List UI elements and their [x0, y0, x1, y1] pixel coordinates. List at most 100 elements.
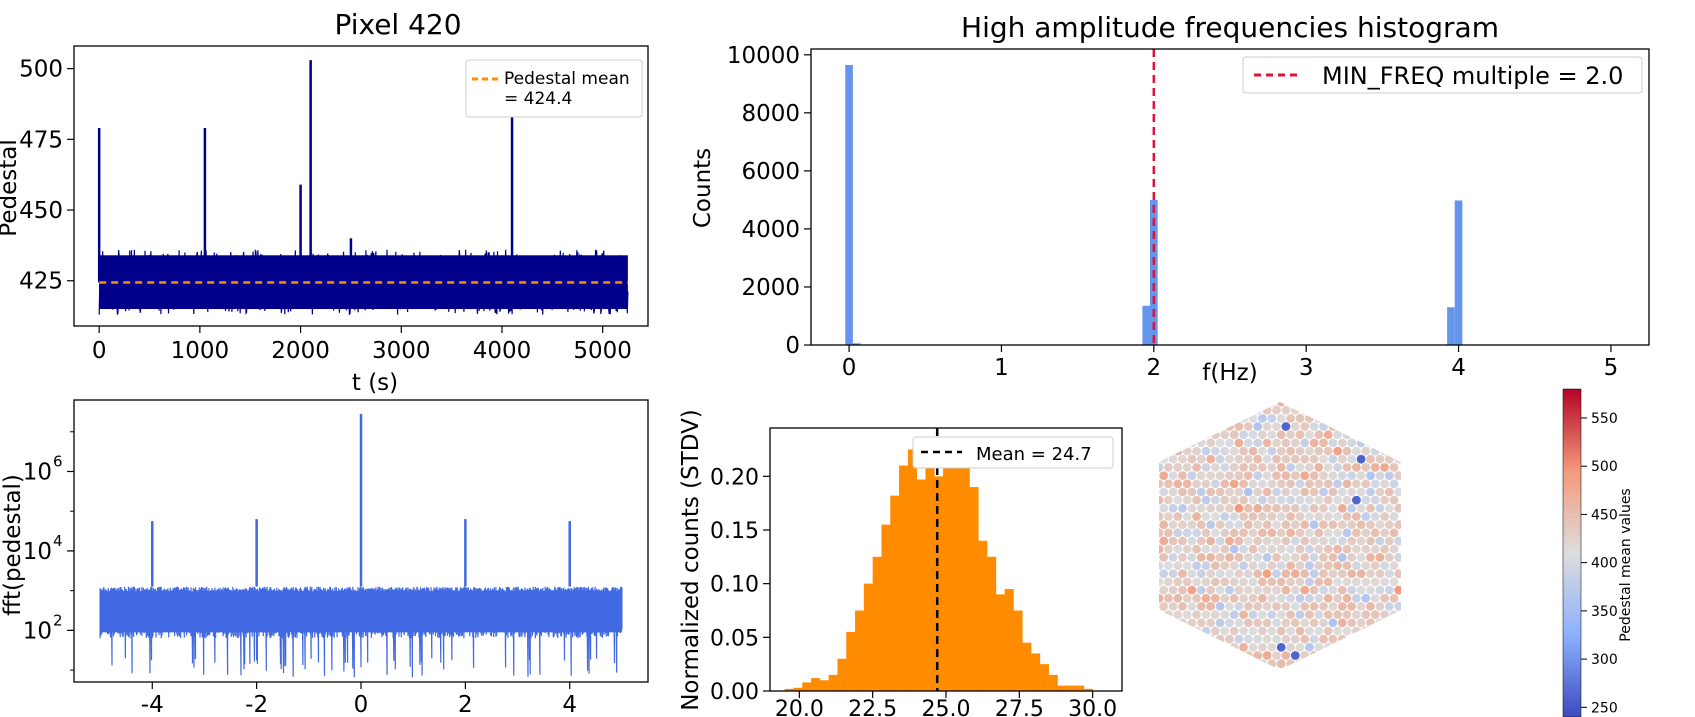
histogram-bar: [811, 678, 821, 691]
camera-pixel: [1178, 585, 1187, 595]
camera-pixel: [1286, 430, 1295, 440]
camera-pixel: [1366, 503, 1375, 513]
camera-pixel: [1272, 553, 1281, 562]
camera-pixel: [1309, 602, 1319, 611]
camera-pixel: [1262, 618, 1272, 628]
axis-ticks: 0 1000 2000 3000 4000 5000 425 450 475 500: [19, 57, 632, 364]
camera-pixel: [1178, 520, 1187, 530]
camera-pixel: [1211, 544, 1220, 554]
camera-pixel: [1215, 454, 1225, 464]
camera-pixel: [1253, 454, 1263, 464]
camera-pixel: [1159, 422, 1169, 431]
camera-pixel: [1366, 471, 1375, 480]
camera-pixel: [1258, 561, 1267, 570]
camera-pixel: [1206, 553, 1216, 562]
camera-pixel: [1384, 569, 1394, 579]
camera-pixel: [1380, 610, 1389, 619]
camera-pixel: [1361, 561, 1371, 570]
camera-pixel: [1272, 634, 1281, 644]
camera-pixel: [1187, 405, 1197, 415]
x-tick-label: 2: [1146, 355, 1161, 381]
camera-pixel: [1295, 463, 1305, 472]
camera-pixel: [1164, 528, 1173, 538]
camera-pixel: [1225, 454, 1234, 464]
camera-pixel: [1225, 503, 1234, 513]
camera-pixel: [1225, 487, 1234, 497]
camera-pixel: [1229, 528, 1239, 538]
camera-pixel: [1272, 471, 1281, 480]
camera-pixel: [1220, 414, 1230, 423]
camera-pixel: [1225, 634, 1234, 644]
camera-pixel: [1290, 634, 1300, 644]
camera-pixel: [1342, 642, 1352, 652]
y-tick-label: 8000: [741, 101, 800, 127]
camera-pixel: [1295, 414, 1305, 423]
camera-pixel: [1262, 438, 1272, 448]
camera-pixel: [1192, 544, 1201, 554]
camera-pixel: [1211, 626, 1220, 636]
camera-pixel: [1178, 454, 1187, 464]
camera-pixel: [1356, 405, 1366, 415]
camera-pixel: [1206, 438, 1216, 448]
camera-pixel: [1314, 577, 1324, 587]
camera-pixel: [1159, 651, 1169, 660]
camera-pixel: [1272, 503, 1281, 513]
camera-pixel: [1394, 634, 1401, 644]
camera-pixel: [1352, 593, 1361, 603]
histogram-bar: [1447, 307, 1455, 345]
camera-pixel: [1262, 520, 1272, 530]
camera-pixel: [1295, 626, 1305, 636]
camera-pixel: [1201, 544, 1211, 554]
camera-pixel: [1192, 446, 1201, 456]
axis-ticks: 0 1 2 3 4 5 0 2000 4000 6000 8000 10000: [727, 43, 1618, 381]
camera-pixel: [1347, 651, 1357, 660]
camera-pixel: [1187, 602, 1197, 611]
camera-pixel: [1356, 651, 1366, 660]
legend: Mean = 24.7: [912, 436, 1114, 469]
camera-pixel: [1267, 659, 1277, 669]
camera-pixel: [1215, 569, 1225, 579]
camera-pixel: [1168, 585, 1178, 595]
y-tick-label: 10: [23, 459, 52, 485]
camera-pixel: [1253, 618, 1263, 628]
camera-pixel: [1262, 536, 1272, 546]
camera-pixel: [1389, 544, 1399, 554]
camera-pixel: [1314, 642, 1324, 652]
camera-pixel: [1319, 634, 1328, 644]
camera-pixel: [1328, 487, 1338, 497]
camera-pixel: [1201, 642, 1211, 652]
camera-pixel: [1225, 438, 1234, 448]
camera-pixel: [1164, 659, 1173, 669]
camera-pixel: [1220, 528, 1230, 538]
camera-pixel: [1361, 414, 1371, 423]
camera-pixel: [1281, 422, 1291, 431]
histogram-bar: [899, 465, 909, 691]
camera-pixel: [1201, 610, 1211, 619]
camera-pixel: [1201, 577, 1211, 587]
camera-pixel: [1389, 593, 1399, 603]
camera-pixel: [1337, 569, 1347, 579]
camera-pixel: [1375, 553, 1385, 562]
camera-pixel: [1159, 626, 1164, 636]
camera-pixel: [1258, 495, 1267, 505]
camera-pixel: [1215, 585, 1225, 595]
camera-pixel: [1192, 463, 1201, 472]
camera-pixel: [1258, 463, 1267, 472]
camera-pixel: [1173, 561, 1183, 570]
camera-pixel: [1380, 659, 1389, 669]
camera-pixel: [1314, 659, 1324, 669]
camera-pixel: [1380, 561, 1389, 570]
camera-pixel: [1314, 479, 1324, 489]
camera-pixel: [1366, 405, 1375, 415]
camera-pixel: [1229, 430, 1239, 440]
camera-pixel: [1248, 479, 1258, 489]
camera-pixel: [1347, 569, 1357, 579]
camera-pixel: [1215, 438, 1225, 448]
camera-pixel: [1267, 512, 1277, 521]
camera-pixel: [1159, 553, 1169, 562]
camera-pixel: [1159, 561, 1164, 570]
camera-pixel: [1337, 503, 1347, 513]
camera-pixel: [1375, 569, 1385, 579]
camera-pixel: [1323, 593, 1333, 603]
camera-pixel: [1342, 446, 1352, 456]
